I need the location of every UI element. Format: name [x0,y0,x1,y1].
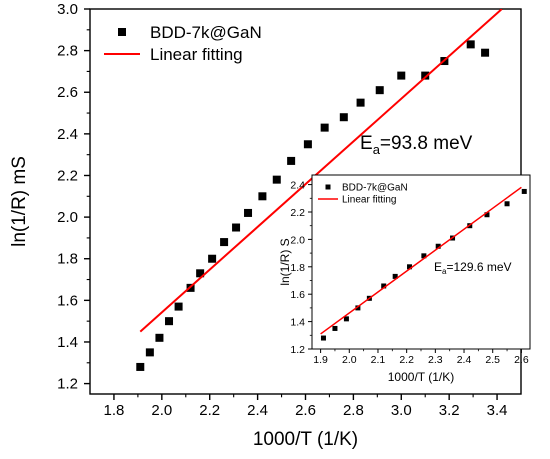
main-y-tick-label: 1.2 [57,376,78,393]
inset-legend-label: BDD-7k@GaN [342,183,408,194]
inset-x-tick-label: 2.5 [485,354,500,366]
inset-x-tick-label: 2.2 [399,354,414,366]
main-data-point [303,140,312,149]
main-data-point [481,48,490,57]
inset-data-layer [320,186,527,341]
main-y-tick-label: 2.2 [57,167,78,184]
main-x-tick-label: 2.8 [343,402,364,419]
inset-data-point [381,283,387,289]
main-data-point [145,348,154,357]
main-data-point [174,302,183,311]
inset-data-point [355,305,361,311]
main-data-layer [136,9,503,371]
main-data-point [339,113,348,122]
main-x-tick-label: 2.6 [295,402,316,419]
main-x-tick-label: 2.2 [199,402,220,419]
inset-x-tick-label: 2.0 [342,354,357,366]
inset-data-point [484,212,490,218]
inset-data-point [435,243,441,249]
main-data-point [375,86,384,95]
main-annot-base: E [360,133,373,154]
inset-y-tick-label: 2.0 [290,234,305,246]
main-legend-label: BDD-7k@GaN [150,23,262,42]
main-data-point [136,362,145,371]
main-data-point [196,269,205,278]
main-data-point [421,71,430,80]
inset-y-axis-title: ln(1/R) S [278,238,292,285]
inset-annot-value: =129.6 meV [446,260,511,274]
main-data-point [356,98,365,107]
inset-annot-base: E [434,260,442,274]
inset-x-axis-title: 1000/T (1/K) [388,370,454,384]
main-activation-energy-annotation: Ea=93.8 meV [360,133,473,157]
main-x-tick-label: 3.4 [487,402,508,419]
main-data-point [220,238,229,247]
main-data-point [287,156,296,165]
main-x-tick-label: 3.2 [439,402,460,419]
main-data-point [272,175,281,184]
inset-y-tick-label: 1.2 [290,344,305,356]
main-x-tick-label: 3.0 [391,402,412,419]
inset-data-point [320,335,326,341]
inset-y-tick-label: 2.2 [290,207,305,219]
inset-x-tick-label: 1.9 [313,354,328,366]
inset-data-point [332,325,338,331]
main-y-tick-label: 2.6 [57,84,78,101]
inset-y-tick-label: 1.4 [290,317,305,329]
inset-data-point [392,273,398,279]
inset-activation-energy-annotation: Ea=129.6 meV [434,260,512,276]
main-data-point [258,192,267,201]
main-data-point [466,40,475,49]
inset-y-tick-label: 2.4 [290,180,305,192]
main-x-tick-label: 2.4 [247,402,268,419]
main-data-point [155,333,164,342]
inset-data-point [407,264,413,270]
main-y-tick-label: 2.4 [57,126,78,143]
inset-legend-label: Linear fitting [342,195,396,206]
main-y-axis-title: ln(1/R) mS [9,156,30,247]
main-y-tick-label: 3.0 [57,1,78,18]
inset-x-tick-label: 2.3 [428,354,443,366]
inset-annot-subscript: a [442,267,447,276]
inset-data-point [521,188,527,194]
main-x-axis-title: 1000/T (1/K) [253,429,358,450]
inset-y-tick-label: 1.8 [290,262,305,274]
inset-data-point [343,316,349,322]
main-data-point [165,317,174,326]
main-x-tick-label: 1.8 [104,402,125,419]
main-fit-line [139,9,503,333]
main-annot-value: =93.8 meV [380,133,473,154]
inset-data-point [504,201,510,207]
main-x-tick-label: 2.0 [151,402,172,419]
inset-data-point [421,253,427,259]
main-legend-marker-symbol [118,28,126,36]
inset-x-tick-label: 2.4 [457,354,472,366]
main-legend-label: Linear fitting [150,45,243,64]
main-y-tick-label: 2.0 [57,209,78,226]
inset-y-tick-label: 1.6 [290,289,305,301]
inset-fit-line [320,186,522,335]
inset-plot: 1.9 2.0 2.1 2.2 2.3 2.4 2.5 2.6 1.2 1.4 1.6 1.8 2.0 2… [278,174,531,384]
main-data-point [232,223,241,232]
main-y-tick-label: 2.8 [57,43,78,60]
main-y-tick-label: 1.8 [57,251,78,268]
main-data-point [320,123,329,132]
main-annot-subscript: a [373,142,381,157]
inset-x-tick-label: 2.1 [371,354,386,366]
inset-x-tick-label: 2.6 [514,354,529,366]
main-data-point [397,71,406,80]
main-data-point [208,254,217,263]
main-data-point [244,208,253,217]
inset-legend-marker-symbol [325,184,331,190]
main-y-tick-label: 1.6 [57,292,78,309]
main-y-tick-label: 1.4 [57,334,78,351]
